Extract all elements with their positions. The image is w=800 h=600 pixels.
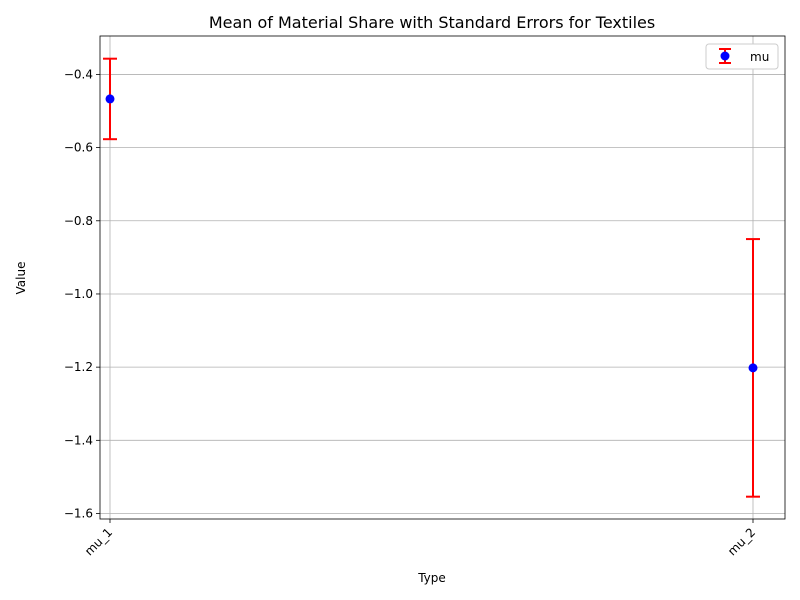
y-tick-label: −1.0 xyxy=(64,287,93,301)
error-bars-layer xyxy=(103,57,760,498)
grid-layer xyxy=(100,36,785,519)
y-tick-label: −0.4 xyxy=(64,67,93,81)
y-tick-label: −0.8 xyxy=(64,214,93,228)
points-layer xyxy=(105,94,758,373)
x-axis-label: Type xyxy=(417,571,446,585)
y-axis-label: Value xyxy=(14,262,28,295)
y-tick-label: −0.6 xyxy=(64,141,93,155)
data-point xyxy=(748,363,758,373)
legend-point xyxy=(720,51,730,61)
data-point xyxy=(105,94,115,104)
legend-marker xyxy=(719,48,731,64)
chart-title: Mean of Material Share with Standard Err… xyxy=(209,13,655,32)
x-tick-label: mu_2 xyxy=(725,525,758,558)
y-tick-label: −1.6 xyxy=(64,507,93,521)
plot-area-frame xyxy=(99,35,786,520)
ticks-layer: −0.4 −0.6 −0.8 −1.0 −1.2 −1.4 −1.6 mu_1 mu_2 xyxy=(64,67,758,558)
legend-label: mu xyxy=(750,50,769,64)
legend: mu xyxy=(705,43,779,70)
y-tick-label: −1.4 xyxy=(64,433,93,447)
y-tick-label: −1.2 xyxy=(64,360,93,374)
x-tick-label: mu_1 xyxy=(82,525,115,558)
